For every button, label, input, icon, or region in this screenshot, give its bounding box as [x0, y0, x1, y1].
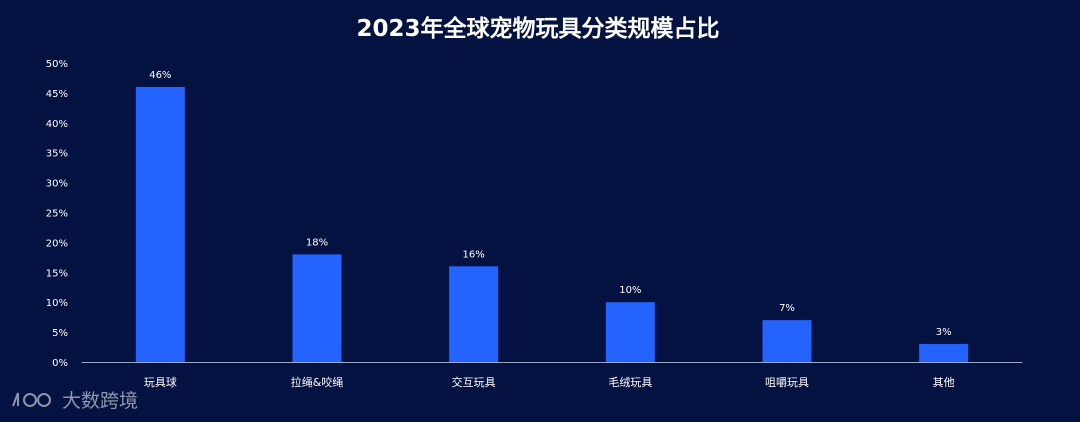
x-tick-label: 玩具球	[144, 375, 177, 389]
data-label: 46%	[149, 70, 171, 81]
x-tick-label: 拉绳&咬绳	[291, 375, 344, 389]
y-tick-label: 35%	[46, 149, 68, 160]
x-tick-label: 其他	[933, 376, 955, 389]
y-tick-label: 20%	[46, 238, 68, 249]
x-tick-label: 交互玩具	[452, 375, 496, 389]
bar	[605, 302, 655, 362]
bar	[135, 86, 185, 363]
x-tick-label: 毛绒玩具	[608, 376, 652, 389]
data-label: 16%	[463, 249, 485, 260]
bar	[919, 344, 969, 362]
watermark-text: 大数跨境	[62, 390, 139, 412]
y-tick-label: 5%	[52, 328, 68, 339]
x-axis-categories: 玩具球 拉绳&咬绳 交互玩具 毛绒玩具 咀嚼玩具 其他	[144, 375, 955, 389]
bar	[292, 254, 342, 362]
chart-title: 2023年全球宠物玩具分类规模占比	[356, 15, 719, 42]
y-tick-label: 45%	[46, 89, 68, 100]
data-label: 10%	[619, 285, 641, 296]
x-tick-label: 咀嚼玩具	[765, 375, 809, 389]
y-tick-label: 15%	[46, 268, 68, 279]
data-label: 7%	[779, 303, 795, 314]
watermark: 大数跨境	[10, 386, 138, 413]
y-tick-label: 40%	[46, 119, 68, 130]
data-label: 18%	[306, 237, 328, 248]
y-tick-label: 10%	[46, 298, 68, 309]
y-tick-label: 0%	[52, 358, 68, 369]
data-labels-group: 46% 18% 16% 10% 7% 3%	[149, 70, 951, 338]
y-tick-label: 30%	[46, 179, 68, 190]
y-tick-label: 50%	[46, 59, 68, 70]
y-axis: 0% 5% 10% 15% 20% 25% 30% 35% 40% 45% 50%	[46, 59, 68, 369]
bar	[762, 320, 812, 362]
y-tick-label: 25%	[46, 209, 68, 220]
data-label: 3%	[936, 327, 952, 338]
bars-group	[135, 86, 969, 363]
bar	[449, 266, 499, 362]
brand-logo-icon	[12, 392, 51, 407]
